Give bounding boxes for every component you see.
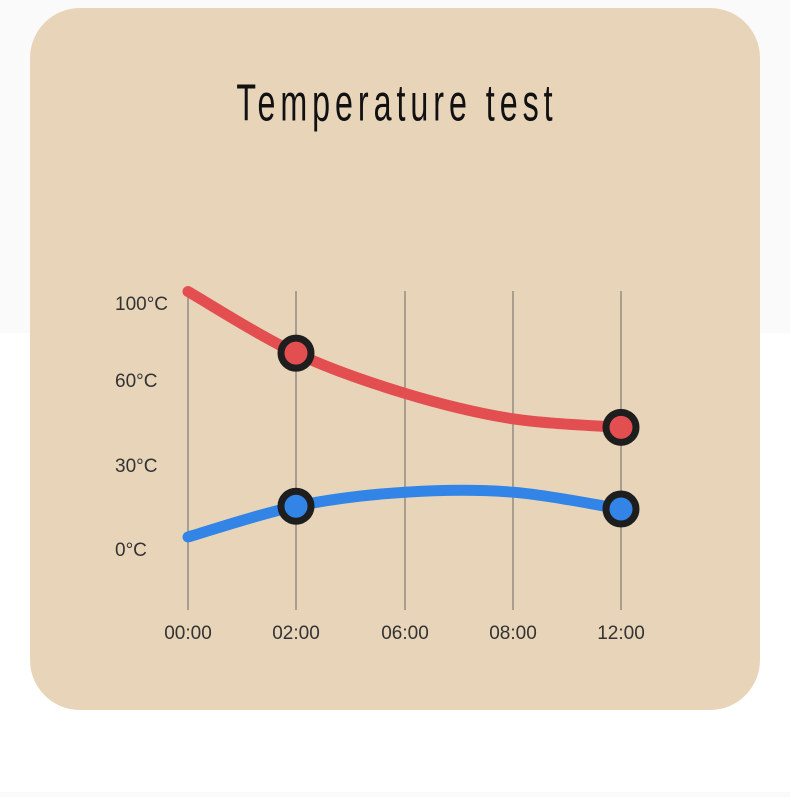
x-tick-label: 06:00 [381,623,429,644]
x-tick-label: 02:00 [272,623,320,644]
line [182,286,627,433]
x-tick-label: 08:00 [489,623,537,644]
y-tick-label: 30°C [115,456,157,477]
point-marker [277,334,315,372]
line [182,484,627,543]
y-tick-label: 60°C [115,371,157,392]
chart-title: Temperature test [236,75,557,133]
x-tick-label: 00:00 [164,623,212,644]
point-marker [602,490,640,528]
point-marker [602,408,640,446]
y-tick-label: 0°C [115,540,147,561]
x-tick-label: 12:00 [597,623,645,644]
point-marker [277,487,315,525]
y-tick-label: 100°C [115,294,168,315]
